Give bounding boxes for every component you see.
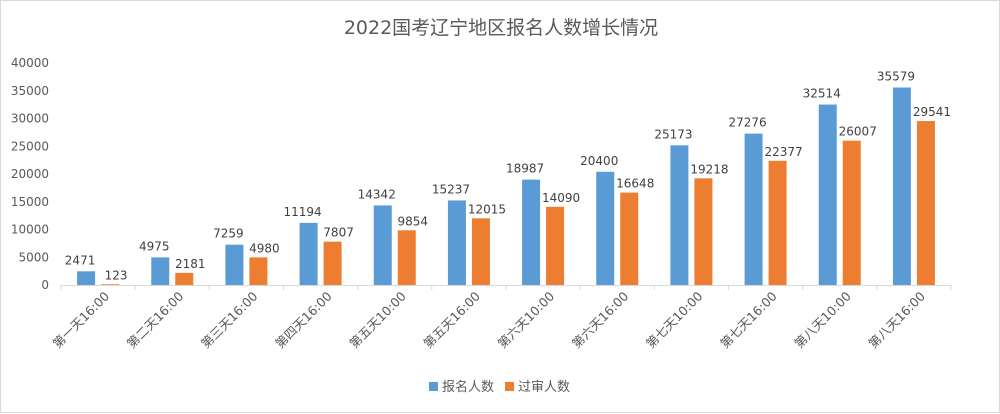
x-tick-label: 第五天10:00 — [346, 288, 409, 351]
bar-registered — [447, 200, 466, 285]
bar-registered — [892, 87, 911, 285]
bar-registered — [670, 145, 689, 285]
bar-approved — [768, 160, 787, 285]
x-tick-label: 第四天16:00 — [272, 288, 335, 351]
legend-swatch — [429, 382, 438, 391]
data-label: 9854 — [397, 214, 428, 228]
bar-approved — [175, 272, 194, 285]
y-tick-label: 5000 — [18, 250, 49, 264]
data-label: 26007 — [839, 125, 877, 139]
data-label: 29541 — [913, 105, 951, 119]
x-tick-label: 第六天16:00 — [569, 288, 632, 351]
x-tick-label: 第八天10:00 — [791, 288, 854, 351]
data-label: 14090 — [542, 191, 580, 205]
data-label: 11194 — [283, 205, 321, 219]
data-label: 7259 — [213, 227, 244, 241]
y-tick-label: 0 — [41, 278, 49, 292]
y-tick-label: 35000 — [11, 84, 49, 98]
bar-registered — [596, 171, 615, 285]
bar-approved — [916, 121, 935, 285]
bar-approved — [620, 192, 639, 285]
bar-approved — [546, 206, 565, 285]
x-axis: 第一天16:00 第二天16:00 第三天16:00 第四天16:00 第五天10:00… — [50, 285, 952, 351]
bar-registered — [151, 257, 170, 285]
x-tick-label: 第三天16:00 — [198, 288, 261, 351]
data-label: 25173 — [654, 127, 692, 141]
bar-registered — [522, 179, 541, 285]
chart-title: 2022国考辽宁地区报名人数增长情况 — [344, 17, 658, 39]
y-tick-label: 40000 — [11, 56, 49, 70]
bar-registered — [373, 205, 392, 285]
data-label: 7807 — [323, 226, 354, 240]
data-label: 18987 — [506, 162, 544, 176]
y-axis: 0 5000 10000 15000 20000 25000 30000 35000 40000 — [11, 56, 49, 292]
legend-label: 过审人数 — [518, 380, 570, 395]
legend-label: 报名人数 — [442, 379, 494, 395]
bar-registered — [299, 222, 318, 285]
x-tick-label: 第六天10:00 — [495, 288, 558, 351]
x-tick-label: 第二天16:00 — [124, 288, 187, 351]
bar-approved — [471, 218, 490, 285]
data-labels: 2471 4975 7259 11194 14342 15237 18987 20400 251… — [65, 70, 951, 283]
y-tick-label: 10000 — [11, 223, 49, 237]
data-label: 14342 — [358, 187, 396, 201]
data-label: 22377 — [764, 145, 802, 159]
data-label: 20400 — [580, 154, 618, 168]
bar-registered — [744, 133, 763, 285]
data-label: 2471 — [65, 253, 96, 267]
data-label: 32514 — [803, 87, 841, 101]
x-tick-label: 第七天16:00 — [717, 288, 780, 351]
x-tick-label: 第一天16:00 — [50, 288, 113, 351]
data-label: 4980 — [249, 241, 280, 255]
legend: 报名人数 过审人数 — [429, 379, 570, 395]
bar-approved — [323, 241, 342, 285]
bar-registered — [818, 104, 837, 285]
y-tick-label: 30000 — [11, 112, 49, 126]
data-label: 19218 — [690, 162, 728, 176]
x-tick-label: 第五天16:00 — [420, 288, 483, 351]
data-label: 2181 — [175, 257, 206, 271]
bar-approved — [397, 230, 416, 285]
data-label: 16648 — [616, 177, 654, 191]
bar-registered — [77, 271, 96, 285]
y-tick-label: 25000 — [11, 139, 49, 153]
data-label: 35579 — [877, 70, 915, 84]
data-label: 27276 — [728, 116, 766, 130]
y-tick-label: 20000 — [11, 167, 49, 181]
x-tick-label: 第七天10:00 — [643, 288, 706, 351]
legend-swatch — [505, 382, 514, 391]
bars — [77, 87, 935, 285]
y-tick-label: 15000 — [11, 195, 49, 209]
data-label: 15237 — [432, 182, 470, 196]
bar-registered — [225, 244, 244, 285]
data-label: 12015 — [468, 202, 506, 216]
bar-approved — [694, 178, 713, 285]
data-label: 4975 — [139, 239, 170, 253]
bar-approved — [842, 140, 861, 285]
bar-approved — [101, 284, 120, 285]
x-tick-label: 第八天16:00 — [865, 288, 928, 351]
data-label: 123 — [105, 268, 128, 282]
bar-approved — [249, 257, 268, 285]
